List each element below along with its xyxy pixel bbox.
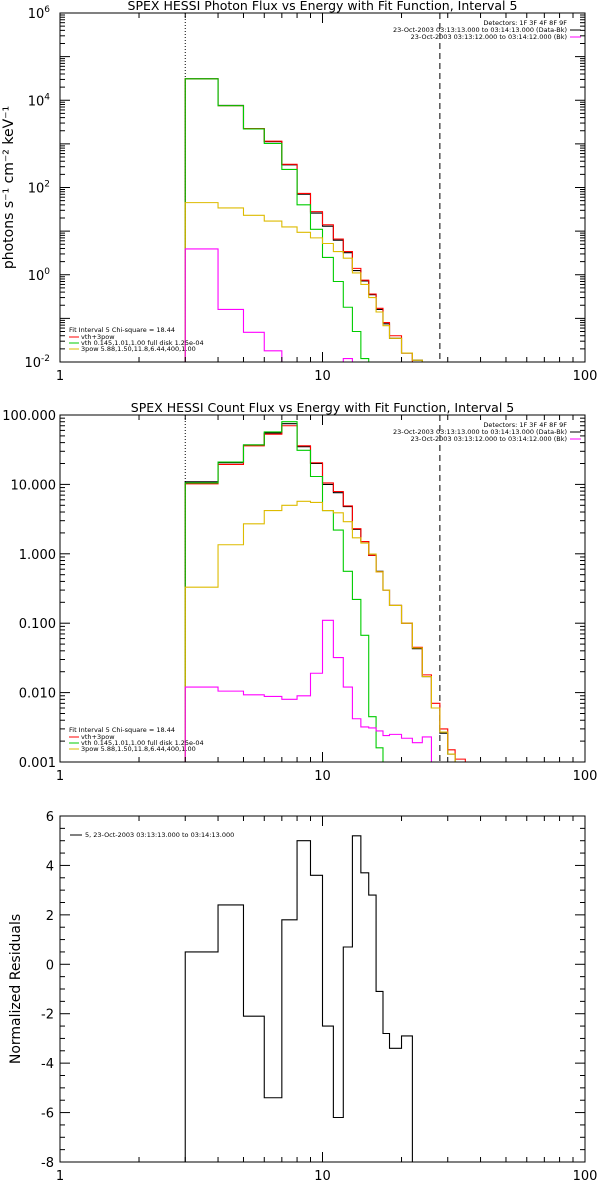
series-line-background	[184, 619, 432, 762]
y-tick-label: 102	[28, 180, 50, 197]
series-line-data	[184, 423, 466, 762]
y-tick-label: -4	[41, 1057, 54, 1072]
y-tick-label: 0.001	[19, 756, 56, 771]
legend-entry-label: 23-Oct-2003 03:13:13.000 to 03:14:13.000…	[393, 428, 567, 436]
y-tick-label: -8	[41, 1156, 54, 1171]
chart-panel-3: 1 10 100 -8 -6 -4 -2 0 2 4 6 Normalized Residuals 5,…	[8, 810, 597, 1184]
series-line-data	[184, 78, 423, 362]
y-tick-label: 2	[46, 909, 54, 924]
y-axis-label: Normalized Residuals	[8, 914, 24, 1064]
y-axis: -8 -6 -4 -2 0 2 4 6	[41, 810, 585, 1171]
legend-header: Detectors: 1F 3F 4F 8F 9F	[483, 19, 567, 27]
y-tick-label: 10.000	[11, 478, 57, 493]
series-line-power-law	[184, 500, 466, 762]
y-tick-label: 10-2	[24, 354, 50, 371]
x-tick-label: 1	[56, 369, 64, 384]
chart-panel-2: SPEX HESSI Count Flux vs Energy with Fit…	[2, 400, 598, 784]
y-tick-label: 4	[46, 859, 54, 874]
legend-entry-label: 23-Oct-2003 03:13:12.000 to 03:14:12.000…	[411, 33, 567, 41]
legend-entry-label: 3pow 5.88,1.50,11.8,6.44,400,1.00	[81, 345, 196, 353]
x-axis: 1 10 100	[56, 816, 598, 1184]
x-tick-label: 100	[573, 369, 598, 384]
series-line-background	[184, 248, 353, 362]
x-tick-label: 10	[314, 369, 331, 384]
y-tick-label: -2	[41, 1008, 54, 1023]
series-line-total-fit	[184, 78, 413, 362]
x-tick-label: 1	[56, 769, 64, 784]
y-tick-label: 0.010	[19, 687, 56, 702]
series-line-power-law	[184, 202, 423, 362]
legend-entry-label: vth+3pow	[81, 333, 115, 341]
legend-header: Fit Interval 5 Chi-square = 18.44	[69, 726, 175, 734]
legend: 5, 23-Oct-2003 03:13:13.000 to 03:14:13.…	[70, 831, 234, 839]
legend-entry-label: vth 0.145,1.01,1.00 full disk 1.25e-04	[81, 339, 204, 347]
y-tick-label: 0.100	[19, 617, 56, 632]
legend-entry-label: vth 0.145,1.01,1.00 full disk 1.25e-04	[81, 739, 204, 747]
x-tick-label: 10	[314, 1169, 331, 1184]
y-tick-label: 0	[46, 958, 54, 973]
y-tick-label: 100	[28, 267, 51, 284]
y-tick-label: 1.000	[19, 548, 56, 563]
series-line-thermal	[184, 78, 370, 362]
chart-panel-1: SPEX HESSI Photon Flux vs Energy with Fi…	[1, 0, 598, 384]
x-tick-label: 10	[314, 769, 331, 784]
series-line-total-fit	[184, 425, 466, 762]
series-line-thermal	[184, 421, 384, 762]
series-group	[184, 421, 466, 762]
y-axis: 0.001 0.010 0.100 1.000 10.000 100.000	[2, 409, 585, 771]
legend-entry-label: 23-Oct-2003 03:13:13.000 to 03:14:13.000…	[393, 26, 567, 34]
x-tick-label: 100	[573, 769, 598, 784]
plot-frame	[59, 12, 586, 363]
legend-entry-label: vth+3pow	[81, 733, 115, 741]
y-tick-label: -6	[41, 1107, 54, 1122]
x-tick-label: 1	[56, 1169, 64, 1184]
legend-fit: Fit Interval 5 Chi-square = 18.44vth+3po…	[69, 326, 204, 353]
x-axis: 1 10 100	[56, 13, 598, 384]
y-tick-label: 6	[46, 810, 54, 825]
legend-fit: Fit Interval 5 Chi-square = 18.44vth+3po…	[69, 726, 204, 753]
legend-entry-label: 23-Oct-2003 03:13:12.000 to 03:14:12.000…	[411, 435, 567, 443]
series-group	[184, 835, 413, 1162]
legend-header: Fit Interval 5 Chi-square = 18.44	[69, 326, 175, 334]
series-group	[184, 78, 423, 362]
legend-entry-label: 3pow 5.88,1.50,11.8,6.44,400,1.00	[81, 745, 196, 753]
y-tick-label: 104	[28, 92, 51, 109]
y-tick-label: 106	[28, 5, 51, 22]
x-axis: 1 10 100	[56, 415, 598, 784]
chart-title: SPEX HESSI Photon Flux vs Energy with Fi…	[128, 0, 518, 13]
y-axis: 10-2 100 102 104 106	[24, 5, 585, 371]
chart-title: SPEX HESSI Count Flux vs Energy with Fit…	[131, 400, 514, 415]
legend-header: Detectors: 1F 3F 4F 8F 9F	[483, 421, 567, 429]
series-line-residuals	[184, 835, 413, 1162]
legend-entry-label: 5, 23-Oct-2003 03:13:13.000 to 03:14:13.…	[85, 831, 234, 839]
y-tick-label: 100.000	[2, 409, 56, 424]
x-tick-label: 100	[573, 1169, 598, 1184]
y-axis-label: photons s⁻¹ cm⁻² keV⁻¹	[1, 106, 17, 269]
